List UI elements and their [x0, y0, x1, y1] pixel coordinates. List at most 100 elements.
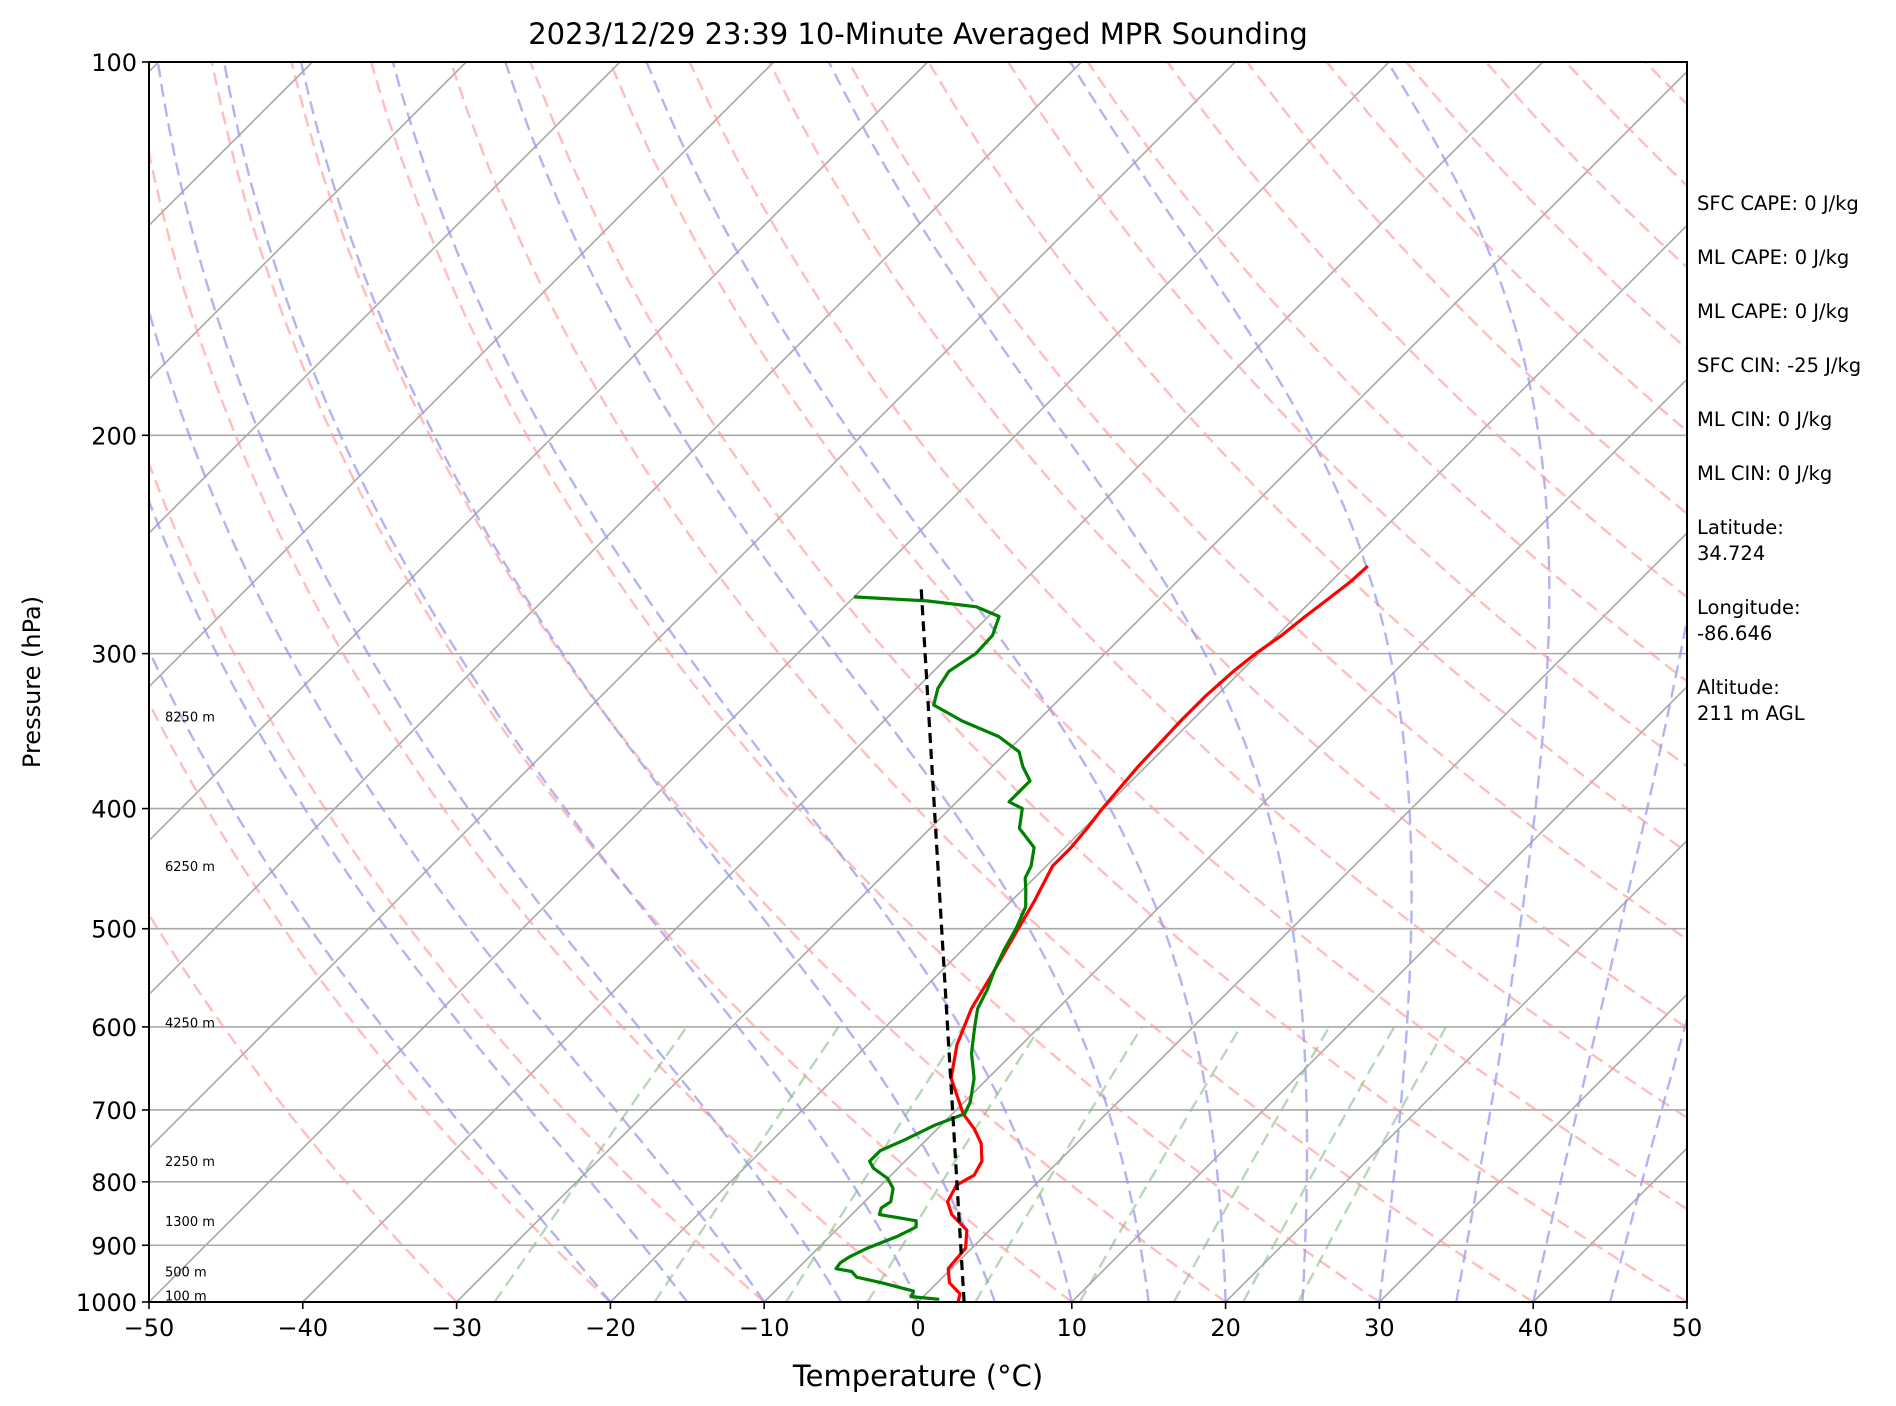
axes: −50 −40 −30 −20 −10 0 10 20 30 40 50 1000 900 800 700 6… [76, 49, 1702, 1342]
dry-adiabat [210, 62, 1073, 1302]
series-line-0 [946, 564, 1369, 1302]
parameter-text: Altitude: [1697, 676, 1780, 699]
moist-adiabat [1069, 62, 1413, 1302]
parameter-text: 211 m AGL [1697, 702, 1805, 725]
y-tick-label: 1000 [76, 1289, 137, 1317]
parameter-text: ML CIN: 0 J/kg [1697, 462, 1832, 485]
x-axis-label: Temperature (°C) [792, 1359, 1043, 1393]
mixing-ratio-line [653, 1026, 840, 1302]
moist-adiabat [299, 62, 997, 1302]
isotherm-gridline [149, 62, 1082, 996]
height-label: 500 m [165, 1266, 207, 1281]
isotherm-gridline [149, 62, 467, 381]
isotherm-gridline [1071, 685, 1687, 1302]
series-line-1 [834, 595, 1036, 1301]
mixing-ratio-line [1172, 1026, 1331, 1302]
isotherm-gridline [1225, 839, 1687, 1302]
dry-adiabat [149, 912, 458, 1302]
x-tick-label: 0 [910, 1314, 925, 1342]
moist-adiabat [1386, 62, 1551, 1302]
x-tick-label: −20 [585, 1314, 636, 1342]
dry-adiabat [449, 62, 1534, 1302]
parameter-text: ML CIN: 0 J/kg [1697, 408, 1832, 431]
isotherm-gridline [609, 224, 1687, 1302]
y-tick-label: 500 [91, 916, 137, 944]
isotherm-gridline [149, 62, 1390, 1302]
parameter-text: Latitude: [1697, 516, 1784, 539]
mixing-ratio-line [866, 1026, 1042, 1302]
moist-adiabat [1532, 613, 1687, 1302]
mixing-ratio-line [974, 1026, 1143, 1302]
parameter-text: SFC CIN: -25 J/kg [1697, 354, 1861, 377]
x-tick-label: 50 [1672, 1314, 1703, 1342]
moist-adiabat [827, 62, 1309, 1302]
height-label: 4250 m [165, 1016, 215, 1031]
dry-adiabat [688, 62, 1687, 1120]
parameter-text: Longitude: [1697, 596, 1801, 619]
x-tick-label: 30 [1364, 1314, 1395, 1342]
isotherm-gridline [149, 62, 929, 842]
height-label: 100 m [165, 1289, 207, 1304]
moist-adiabat [149, 497, 689, 1302]
parameter-text: ML CAPE: 0 J/kg [1697, 300, 1849, 323]
y-tick-label: 200 [91, 422, 137, 450]
dry-adiabat [1007, 62, 1687, 768]
x-tick-label: 40 [1518, 1314, 1549, 1342]
x-tick-label: −40 [277, 1314, 328, 1342]
y-tick-label: 400 [91, 796, 137, 824]
x-tick-label: −30 [431, 1314, 482, 1342]
moist-adiabat [1608, 1015, 1687, 1302]
series-line-2 [919, 586, 966, 1302]
isotherm-gridline [1378, 993, 1687, 1302]
y-tick-label: 600 [91, 1014, 137, 1042]
background-lines [149, 62, 1687, 1302]
x-tick-label: 20 [1210, 1314, 1241, 1342]
height-label: 8250 m [165, 710, 215, 725]
plot-frame [148, 61, 1688, 1303]
x-tick-label: −10 [739, 1314, 790, 1342]
moist-adiabat [222, 62, 920, 1302]
moist-adiabat [391, 62, 1073, 1302]
isotherm-gridline [456, 70, 1687, 1302]
dry-adiabat [529, 62, 1687, 1302]
height-label: 6250 m [165, 860, 215, 875]
dry-adiabat [369, 62, 1381, 1302]
parameter-text: ML CAPE: 0 J/kg [1697, 246, 1849, 269]
height-label: 2250 m [165, 1155, 215, 1170]
y-tick-label: 300 [91, 641, 137, 669]
y-tick-label: 900 [91, 1232, 137, 1260]
isotherm-gridline [149, 62, 775, 688]
isotherm-gridline [149, 62, 313, 227]
sounding-parameters: SFC CAPE: 0 J/kg ML CAPE: 0 J/kg ML CAPE: … [1697, 192, 1861, 725]
dry-adiabat [149, 460, 765, 1302]
dry-adiabat [768, 62, 1687, 1030]
y-tick-label: 800 [91, 1169, 137, 1197]
x-tick-label: −50 [124, 1314, 175, 1342]
dry-adiabat [1086, 62, 1687, 683]
moist-adiabat [149, 307, 766, 1302]
chart-title: 2023/12/29 23:39 10-Minute Averaged MPR … [528, 17, 1308, 51]
dry-adiabat [927, 62, 1687, 854]
x-tick-label: 10 [1057, 1314, 1088, 1342]
mixing-ratio-line [1078, 1026, 1242, 1302]
dry-adiabat [149, 147, 919, 1302]
isotherm-gridline [149, 62, 1236, 1150]
moist-adiabat [504, 62, 1150, 1302]
isotherm-gridline [917, 531, 1687, 1302]
isotherm-gridline [302, 62, 1544, 1302]
moist-adiabat [645, 62, 1227, 1302]
isotherm-gridline [149, 62, 621, 535]
dry-adiabat [149, 700, 612, 1302]
y-axis-label: Pressure (hPa) [18, 596, 46, 768]
height-label: 1300 m [165, 1215, 215, 1230]
moist-adiabat [156, 62, 843, 1302]
mixing-ratio-line [1297, 1026, 1448, 1302]
dry-adiabat [608, 62, 1687, 1211]
y-tick-label: 100 [91, 49, 137, 77]
sounding-traces [834, 564, 1369, 1302]
parameter-text: -86.646 [1697, 622, 1772, 645]
y-tick-label: 700 [91, 1097, 137, 1125]
mixing-ratio-line [784, 1026, 965, 1302]
mixing-ratio-line [1242, 1026, 1396, 1302]
